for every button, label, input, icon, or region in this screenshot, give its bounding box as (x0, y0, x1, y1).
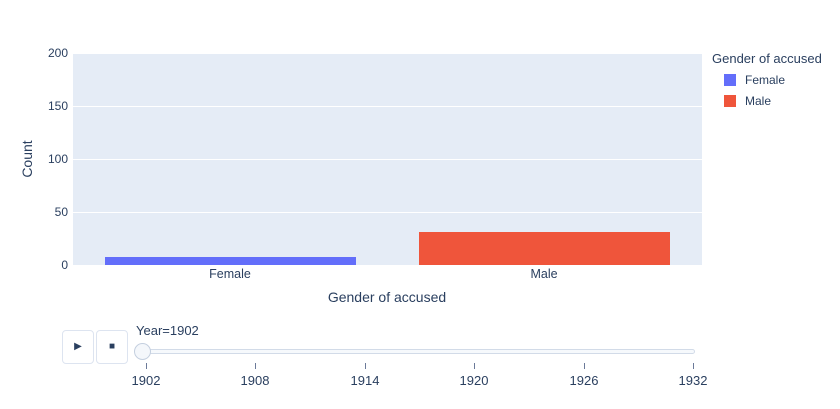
legend-swatch-male (724, 95, 736, 107)
slider-tick-label[interactable]: 1908 (240, 373, 270, 388)
y-tick-label: 0 (61, 258, 68, 272)
bar-female[interactable] (105, 256, 356, 265)
slider-tick-label[interactable]: 1914 (350, 373, 380, 388)
x-tick-label-female: Female (209, 267, 251, 281)
stop-icon: ■ (108, 341, 116, 352)
bar-male[interactable] (419, 232, 670, 265)
gridline (73, 53, 702, 54)
legend-item-female[interactable]: Female (724, 73, 822, 87)
y-tick-label: 150 (47, 99, 68, 113)
y-tick-label: 200 (47, 46, 68, 60)
stop-button[interactable]: ■ (96, 330, 128, 364)
slider-tick (584, 363, 585, 369)
gridline (73, 106, 702, 107)
slider-tick (693, 363, 694, 369)
y-tick-label: 100 (47, 152, 68, 166)
x-axis-title: Gender of accused (327, 289, 447, 305)
slider-tick (365, 363, 366, 369)
gridline (73, 212, 702, 213)
legend-item-male[interactable]: Male (724, 94, 822, 108)
gridline (73, 159, 702, 160)
legend-swatch-female (724, 74, 736, 86)
play-icon: ▶ (74, 341, 82, 352)
slider-track[interactable] (143, 349, 695, 354)
play-button[interactable]: ▶ (62, 330, 94, 364)
slider-tick (146, 363, 147, 369)
slider-current-label: Year=1902 (136, 323, 199, 338)
y-tick-label: 50 (54, 205, 68, 219)
legend-title: Gender of accused (712, 51, 822, 66)
slider-tick-label[interactable]: 1926 (569, 373, 599, 388)
slider-handle[interactable] (134, 343, 151, 360)
legend-item-label: Male (745, 94, 772, 108)
legend: Gender of accused Female Male (712, 51, 822, 115)
legend-item-label: Female (745, 73, 786, 87)
slider-tick (255, 363, 256, 369)
slider-tick-label[interactable]: 1932 (678, 373, 708, 388)
plot-area[interactable] (73, 53, 702, 265)
slider-tick (474, 363, 475, 369)
x-tick-label-male: Male (530, 267, 558, 281)
slider-tick-label[interactable]: 1920 (459, 373, 489, 388)
slider-tick-label[interactable]: 1902 (131, 373, 161, 388)
